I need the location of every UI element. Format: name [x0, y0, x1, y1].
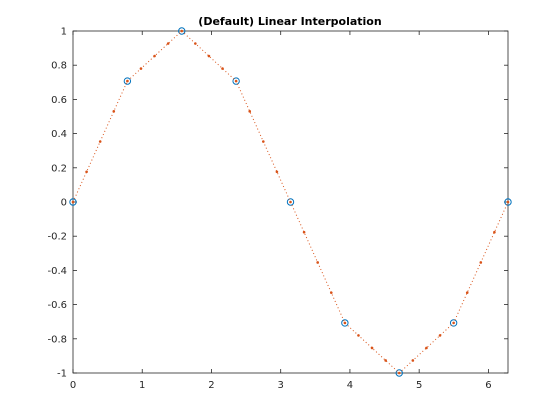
interpolated-point: [248, 110, 252, 113]
sample-point: [395, 369, 403, 377]
x-tick-label: 4: [347, 380, 353, 391]
y-tick-label: -0.6: [47, 300, 67, 311]
interpolated-point: [112, 110, 116, 113]
interpolated-point: [275, 170, 279, 174]
interpolated-point: [262, 140, 265, 143]
y-tick-label: 1: [61, 27, 67, 38]
interpolated-point: [465, 291, 469, 294]
y-tick-label: -0.8: [47, 334, 67, 345]
interpolated-point: [343, 321, 347, 325]
y-tick-label: 0.4: [51, 129, 67, 140]
interpolated-point: [397, 371, 401, 375]
interpolated-point: [438, 334, 442, 337]
y-tick-label: -0.4: [47, 266, 67, 277]
sample-point: [178, 27, 186, 35]
sample-point: [449, 319, 458, 327]
interpolated-point: [411, 359, 415, 362]
interpolated-point: [221, 67, 224, 70]
interpolated-point: [234, 79, 238, 83]
interpolated-point: [329, 291, 333, 294]
interpolated-point: [98, 140, 102, 143]
y-tick-label: 0.8: [51, 61, 67, 72]
y-tick-label: 0: [61, 198, 67, 209]
interpolated-point: [207, 54, 211, 58]
y-tick-label: -1: [57, 369, 67, 380]
y-tick-label: -0.2: [47, 232, 67, 243]
plot-area: 0 1 2 3 4 5 6 1 0.8 0.6 0.4 0.2 0 -0.2 -0.4 -0.6 -0.8 -1: [47, 27, 512, 391]
interpolated-point: [370, 346, 374, 350]
x-tick-label: 2: [208, 380, 214, 391]
interpolated-point: [180, 29, 184, 33]
interpolated-point: [357, 334, 360, 337]
interpolated-point: [316, 261, 319, 264]
x-tick-label: 5: [416, 380, 422, 391]
sample-point: [232, 77, 240, 85]
interpolated-point: [71, 200, 75, 204]
interpolated-point: [85, 170, 88, 174]
interpolated-point: [139, 67, 143, 70]
interpolated-point: [506, 200, 510, 204]
interpolated-point: [126, 79, 129, 83]
interpolated-point: [425, 346, 428, 350]
x-tick-label: 3: [278, 380, 284, 391]
y-tick-label: 0.6: [51, 95, 67, 106]
interpolated-point: [493, 230, 496, 234]
interpolated-point: [384, 359, 387, 362]
x-tick-label: 6: [485, 380, 491, 391]
x-tick-label: 1: [139, 380, 145, 391]
interpolated-point: [194, 42, 197, 45]
x-tick-label: 0: [70, 380, 76, 391]
chart-title: (Default) Linear Interpolation: [198, 15, 381, 28]
sample-point: [69, 198, 77, 206]
y-tick-label: 0.2: [51, 163, 67, 174]
sample-point: [123, 77, 132, 85]
interpolated-point: [153, 54, 156, 58]
sample-point: [504, 198, 512, 206]
interpolated-point: [289, 200, 292, 204]
interpolated-point: [479, 261, 483, 264]
interpolated-point: [166, 42, 170, 45]
interpolated-point: [302, 230, 306, 234]
interpolated-point: [452, 321, 455, 325]
sample-point: [341, 319, 349, 327]
sample-point: [286, 198, 295, 206]
